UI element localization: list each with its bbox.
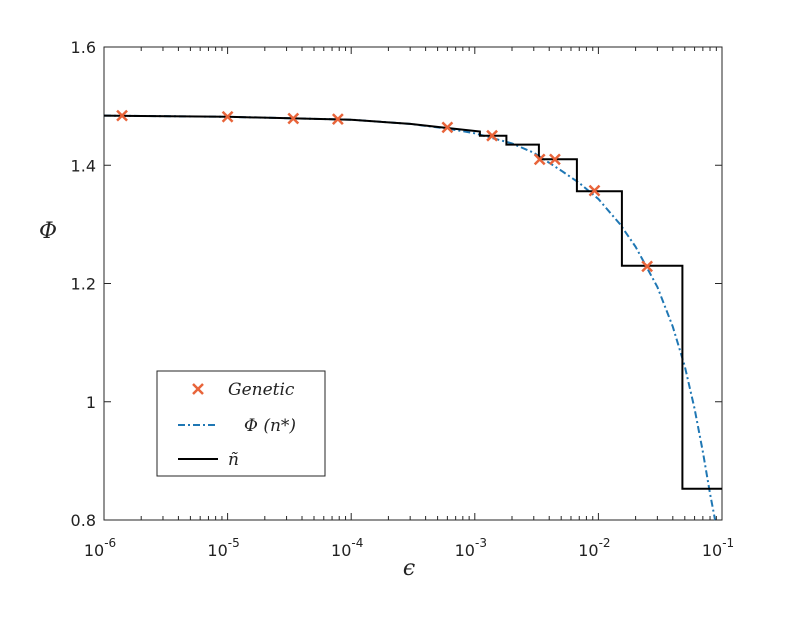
genetic-point (549, 153, 561, 166)
axes-ticks: 0.8 1 1.2 1.4 1.6 10-6 10-5 10-4 10-3 10-2 10-1 (71, 38, 735, 560)
genetic-point (331, 113, 344, 126)
genetic-point (533, 153, 546, 166)
genetic-point (588, 184, 601, 197)
genetic-point (641, 260, 654, 273)
x-tick-label: 10-5 (207, 536, 239, 560)
x-axis-label: ϵ (403, 556, 415, 581)
genetic-point (116, 109, 128, 122)
genetic-point (221, 110, 234, 123)
legend-label: Genetic (228, 380, 295, 400)
y-tick-label: 1.4 (71, 156, 96, 175)
y-tick-label: 1.6 (71, 38, 96, 57)
x-tick-label: 10-6 (84, 536, 116, 560)
y-tick-label: 0.8 (71, 511, 96, 530)
y-axis-label: Φ (39, 219, 57, 244)
y-tick-label: 1 (86, 393, 96, 412)
legend-label: ñ (228, 450, 239, 470)
y-tick-label: 1.2 (71, 275, 96, 294)
genetic-point (441, 121, 454, 134)
data-layer (103, 109, 722, 521)
x-tick-label: 10-2 (578, 536, 610, 560)
n-tilde-line (103, 114, 722, 490)
legend-marker-genetic (192, 383, 204, 395)
legend: Genetic Φ (n*)ñ (156, 370, 326, 477)
genetic-point (486, 129, 498, 142)
legend-label: Φ (n*) (244, 416, 296, 436)
x-tick-label: 10-4 (331, 536, 363, 560)
x-tick-label: 10-1 (702, 536, 734, 560)
x-tick-label: 10-3 (455, 536, 487, 560)
genetic-point (287, 112, 300, 125)
